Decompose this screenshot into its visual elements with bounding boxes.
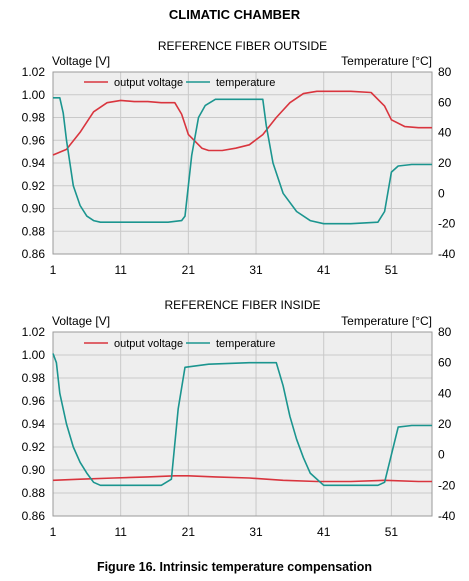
y-tick-label: 0.98	[22, 111, 46, 125]
y2-tick-label: 60	[438, 95, 452, 109]
temperature-series-line	[53, 97, 432, 225]
x-tick-label: 41	[317, 263, 331, 277]
x-tick-label: 1	[50, 525, 57, 539]
figure-caption: Figure 16. Intrinsic temperature compens…	[97, 560, 372, 574]
y-tick-label: 0.98	[22, 371, 46, 385]
y2-tick-label: 60	[438, 356, 452, 370]
y2-tick-label: 40	[438, 386, 452, 400]
y-tick-label: 0.90	[22, 202, 46, 216]
y-tick-label: 0.96	[22, 133, 46, 147]
plot-frame	[52, 71, 433, 255]
y-tick-label: 0.86	[22, 509, 46, 523]
y-tick-label: 0.92	[22, 440, 46, 454]
y-tick-label: 0.90	[22, 463, 46, 477]
legend-label: temperature	[216, 77, 275, 89]
y-tick-label: 1.02	[22, 325, 46, 339]
y2-axis-title: Temperature [°C]	[341, 54, 432, 68]
y-tick-label: 0.96	[22, 394, 46, 408]
x-tick-label: 31	[249, 525, 263, 539]
legend-label: output voltage	[114, 338, 183, 350]
y2-tick-label: 0	[438, 448, 445, 462]
y-tick-label: 0.94	[22, 156, 46, 170]
y2-tick-label: 20	[438, 417, 452, 431]
x-tick-label: 51	[385, 263, 399, 277]
chart-title: REFERENCE FIBER OUTSIDE	[158, 39, 327, 53]
legend-label: temperature	[216, 338, 275, 350]
x-tick-label: 21	[182, 525, 196, 539]
y-tick-label: 1.00	[22, 348, 46, 362]
x-tick-label: 1	[50, 263, 57, 277]
y2-tick-label: -40	[438, 509, 456, 523]
y2-axis-title: Temperature [°C]	[341, 314, 432, 328]
y-tick-label: 0.92	[22, 179, 46, 193]
x-tick-label: 41	[317, 525, 331, 539]
y-tick-label: 0.88	[22, 486, 46, 500]
y-axis-title: Voltage [V]	[52, 314, 110, 328]
y-axis-title: Voltage [V]	[52, 54, 110, 68]
y2-tick-label: -40	[438, 247, 456, 261]
x-tick-label: 51	[385, 525, 399, 539]
chart-reference-fiber-inside: REFERENCE FIBER INSIDE Voltage [V] Tempera…	[22, 298, 456, 539]
y2-tick-label: -20	[438, 217, 456, 231]
y2-tick-label: 80	[438, 65, 452, 79]
plot-frame	[52, 331, 433, 517]
x-tick-label: 31	[249, 263, 263, 277]
y2-tick-label: 0	[438, 186, 445, 200]
legend-label: output voltage	[114, 77, 183, 89]
x-tick-label: 11	[114, 525, 127, 539]
chart-reference-fiber-outside: REFERENCE FIBER OUTSIDE Voltage [V] Temper…	[22, 39, 456, 277]
y2-tick-label: 40	[438, 126, 452, 140]
chart-title: REFERENCE FIBER INSIDE	[164, 298, 320, 312]
y-tick-label: 0.88	[22, 224, 46, 238]
voltage-series-line	[52, 90, 432, 156]
y2-tick-label: 20	[438, 156, 452, 170]
main-title: CLIMATIC CHAMBER	[169, 7, 301, 22]
y2-tick-label: -20	[438, 478, 456, 492]
x-tick-label: 21	[182, 263, 196, 277]
y-tick-label: 1.00	[22, 88, 46, 102]
y-tick-label: 0.86	[22, 247, 46, 261]
temperature-series-line	[52, 353, 432, 487]
y-tick-label: 1.02	[22, 65, 46, 79]
y-tick-label: 0.94	[22, 417, 46, 431]
x-tick-label: 11	[114, 263, 127, 277]
y2-tick-label: 80	[438, 325, 452, 339]
voltage-series-line	[52, 474, 432, 483]
